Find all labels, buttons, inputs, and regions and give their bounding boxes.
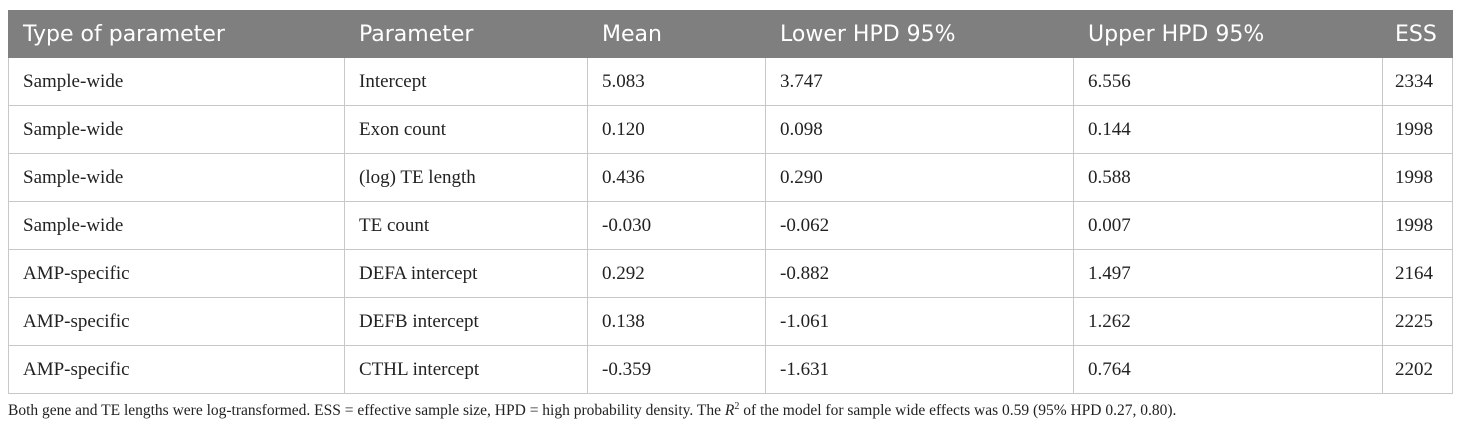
cell-lower-hpd: 0.290 bbox=[765, 153, 1074, 202]
cell-mean: -0.359 bbox=[587, 345, 766, 394]
table-footnote: Both gene and TE lengths were log-transf… bbox=[8, 401, 1176, 420]
cell-upper-hpd: 0.144 bbox=[1073, 105, 1383, 154]
cell-mean: 0.120 bbox=[587, 105, 766, 154]
cell-upper-hpd: 0.007 bbox=[1073, 201, 1383, 250]
table-row: Sample-wide Intercept 5.083 3.747 6.556 … bbox=[8, 57, 1453, 106]
r-squared-symbol: R bbox=[724, 402, 735, 420]
cell-upper-hpd: 1.262 bbox=[1073, 297, 1383, 346]
table-row: Sample-wide TE count -0.030 -0.062 0.007… bbox=[8, 201, 1453, 250]
cell-ess: 1998 bbox=[1382, 153, 1453, 202]
header-upper-hpd: Upper HPD 95% bbox=[1073, 10, 1383, 58]
cell-type: AMP-specific bbox=[8, 345, 345, 394]
cell-parameter: DEFA intercept bbox=[344, 249, 588, 298]
cell-lower-hpd: -0.882 bbox=[765, 249, 1074, 298]
cell-mean: 0.436 bbox=[587, 153, 766, 202]
cell-type: Sample-wide bbox=[8, 57, 345, 106]
cell-mean: 0.292 bbox=[587, 249, 766, 298]
header-mean: Mean bbox=[587, 10, 766, 58]
cell-lower-hpd: 3.747 bbox=[765, 57, 1074, 106]
cell-parameter: Exon count bbox=[344, 105, 588, 154]
header-lower-hpd: Lower HPD 95% bbox=[765, 10, 1074, 58]
cell-lower-hpd: -1.631 bbox=[765, 345, 1074, 394]
cell-type: Sample-wide bbox=[8, 201, 345, 250]
cell-upper-hpd: 6.556 bbox=[1073, 57, 1383, 106]
cell-ess: 2164 bbox=[1382, 249, 1453, 298]
table-header-row: Type of parameter Parameter Mean Lower H… bbox=[8, 10, 1453, 58]
table-container: Type of parameter Parameter Mean Lower H… bbox=[8, 10, 1453, 394]
cell-ess: 2202 bbox=[1382, 345, 1453, 394]
cell-type: AMP-specific bbox=[8, 297, 345, 346]
cell-lower-hpd: -0.062 bbox=[765, 201, 1074, 250]
footnote-text-end: of the model for sample wide effects was… bbox=[739, 402, 1177, 420]
cell-parameter: (log) TE length bbox=[344, 153, 588, 202]
cell-ess: 2334 bbox=[1382, 57, 1453, 106]
footnote-text-start: Both gene and TE lengths were log-transf… bbox=[8, 402, 725, 420]
cell-parameter: CTHL intercept bbox=[344, 345, 588, 394]
cell-ess: 1998 bbox=[1382, 201, 1453, 250]
cell-parameter: DEFB intercept bbox=[344, 297, 588, 346]
table-row: AMP-specific CTHL intercept -0.359 -1.63… bbox=[8, 345, 1453, 394]
cell-mean: 0.138 bbox=[587, 297, 766, 346]
table-row: Sample-wide (log) TE length 0.436 0.290 … bbox=[8, 153, 1453, 202]
header-ess: ESS bbox=[1382, 10, 1453, 58]
cell-lower-hpd: -1.061 bbox=[765, 297, 1074, 346]
cell-ess: 2225 bbox=[1382, 297, 1453, 346]
cell-upper-hpd: 1.497 bbox=[1073, 249, 1383, 298]
cell-mean: -0.030 bbox=[587, 201, 766, 250]
cell-upper-hpd: 0.764 bbox=[1073, 345, 1383, 394]
cell-type: Sample-wide bbox=[8, 105, 345, 154]
cell-parameter: Intercept bbox=[344, 57, 588, 106]
cell-ess: 1998 bbox=[1382, 105, 1453, 154]
cell-upper-hpd: 0.588 bbox=[1073, 153, 1383, 202]
table-row: AMP-specific DEFB intercept 0.138 -1.061… bbox=[8, 297, 1453, 346]
table-row: Sample-wide Exon count 0.120 0.098 0.144… bbox=[8, 105, 1453, 154]
cell-parameter: TE count bbox=[344, 201, 588, 250]
parameter-table: Type of parameter Parameter Mean Lower H… bbox=[8, 10, 1453, 394]
header-type-of-parameter: Type of parameter bbox=[8, 10, 345, 58]
cell-lower-hpd: 0.098 bbox=[765, 105, 1074, 154]
r-squared-exponent: 2 bbox=[734, 401, 740, 412]
cell-type: AMP-specific bbox=[8, 249, 345, 298]
header-parameter: Parameter bbox=[344, 10, 588, 58]
cell-type: Sample-wide bbox=[8, 153, 345, 202]
cell-mean: 5.083 bbox=[587, 57, 766, 106]
table-row: AMP-specific DEFA intercept 0.292 -0.882… bbox=[8, 249, 1453, 298]
